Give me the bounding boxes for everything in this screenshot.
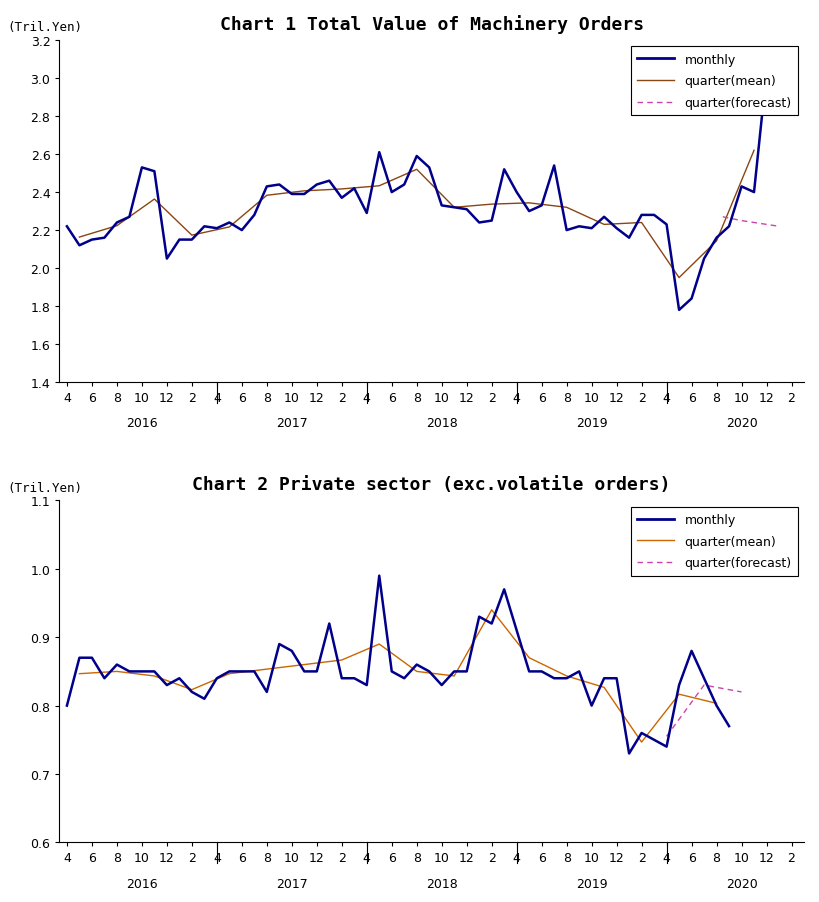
Legend: monthly, quarter(mean), quarter(forecast): monthly, quarter(mean), quarter(forecast…	[631, 47, 798, 116]
Text: 2019: 2019	[576, 877, 608, 889]
Text: 2018: 2018	[426, 417, 458, 430]
Text: 2017: 2017	[276, 877, 308, 889]
Text: 2016: 2016	[126, 417, 158, 430]
Text: 2016: 2016	[126, 877, 158, 889]
Text: 2019: 2019	[576, 417, 608, 430]
Text: (Tril.Yen): (Tril.Yen)	[7, 22, 83, 34]
Legend: monthly, quarter(mean), quarter(forecast): monthly, quarter(mean), quarter(forecast…	[631, 507, 798, 576]
Text: 2017: 2017	[276, 417, 308, 430]
Text: (Tril.Yen): (Tril.Yen)	[7, 481, 83, 494]
Text: 2018: 2018	[426, 877, 458, 889]
Title: Chart 2 Private sector (exc.volatile orders): Chart 2 Private sector (exc.volatile ord…	[192, 475, 671, 493]
Text: 2020: 2020	[726, 417, 758, 430]
Title: Chart 1 Total Value of Machinery Orders: Chart 1 Total Value of Machinery Orders	[219, 15, 644, 34]
Text: 2020: 2020	[726, 877, 758, 889]
